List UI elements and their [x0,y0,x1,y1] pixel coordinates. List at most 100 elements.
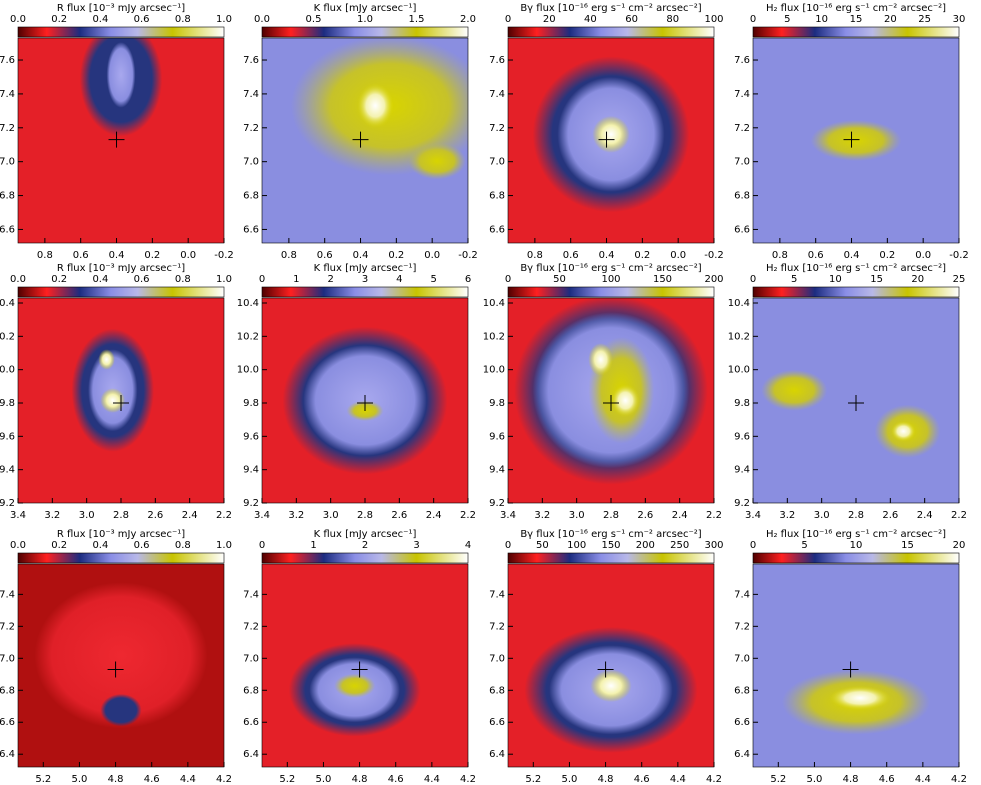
y-tick-label: 7.4 [489,89,505,100]
x-tick-label: 2.6 [147,510,163,521]
colorbar-tick-label: 10 [829,274,842,285]
colorbar-label: R flux [10⁻³ mJy arcsec⁻¹] [57,263,185,274]
y-tick-label: 9.2 [0,498,15,509]
colorbar-tick-label: 80 [666,14,679,25]
y-tick-label: 6.8 [0,685,15,696]
colorbar-tick-label: 0.0 [10,540,26,551]
x-tick-label: 0.4 [844,250,860,261]
y-tick-label: 7.2 [243,123,259,134]
emission-region [334,673,376,698]
y-tick-label: 9.8 [734,398,750,409]
x-tick-label: 4.4 [180,774,196,785]
colorbar [752,286,960,298]
position-marker [108,131,125,148]
y-tick-label: 9.4 [489,465,505,476]
colorbar-tick-label: 3 [362,274,368,285]
colorbar-tick-label: 20 [953,540,966,551]
x-tick-label: 0.8 [527,250,543,261]
colorbar-tick-label: 1 [293,274,299,285]
y-tick-label: 6.6 [734,717,750,728]
colorbar-tick-label: 0.6 [134,274,150,285]
map-frame [507,37,715,244]
x-tick-label: 0.8 [281,250,297,261]
colorbar-tick-label: 15 [870,274,883,285]
emission-region [100,693,142,727]
x-tick-label: 2.8 [357,510,373,521]
y-tick-label: 6.4 [0,749,15,760]
y-tick-label: 7.6 [734,55,750,66]
y-tick-label: 6.8 [489,191,505,202]
x-tick-label: 3.0 [569,510,585,521]
y-tick-label: 10.0 [728,365,750,376]
colorbar-label: R flux [10⁻³ mJy arcsec⁻¹] [57,3,185,14]
x-tick-label: 2.2 [216,510,232,521]
colorbar-tick-label: 25 [953,274,966,285]
y-tick-label: 10.2 [0,331,15,342]
x-tick-label: 3.4 [10,510,26,521]
colorbar-tick-label: 0 [505,540,511,551]
y-tick-label: 7.4 [0,89,15,100]
colorbar-tick-label: 0 [750,540,756,551]
emission-region [611,384,640,417]
colorbar-tick-label: 0.4 [92,540,108,551]
x-tick-label: -0.2 [214,250,234,261]
y-tick-label: 9.6 [489,431,505,442]
x-tick-label: 3.2 [534,510,550,521]
colorbar-label: H₂ flux [10⁻¹⁶ erg s⁻¹ cm⁻² arcsec⁻²] [766,529,946,540]
y-tick-label: 10.4 [728,298,750,309]
colorbar-label: Bγ flux [10⁻¹⁶ erg s⁻¹ cm⁻² arcsec⁻²] [520,3,701,14]
colorbar-tick-label: 100 [567,540,586,551]
x-tick-label: -0.2 [949,250,969,261]
map-frame [261,37,469,244]
x-tick-label: 5.2 [770,774,786,785]
map-image [262,564,468,767]
x-tick-label: 4.6 [388,774,404,785]
colorbar-tick-label: 0.0 [254,14,270,25]
x-tick-label: 3.2 [288,510,304,521]
y-tick-label: 6.6 [243,717,259,728]
map-frame [17,37,225,244]
x-tick-label: 4.2 [951,774,967,785]
colorbar-tick-label: 50 [553,274,566,285]
y-tick-label: 6.8 [489,685,505,696]
emission-region [761,369,828,411]
x-tick-label: 2.2 [706,510,722,521]
colorbar [752,552,960,564]
flux-map [753,38,959,243]
y-tick-label: 6.6 [489,224,505,235]
emission-region [891,421,916,442]
x-tick-label: 5.0 [561,774,577,785]
y-tick-label: 7.2 [734,621,750,632]
x-tick-label: 4.8 [352,774,368,785]
position-marker [357,395,373,411]
y-tick-label: 7.4 [243,589,259,600]
x-tick-label: 4.8 [108,774,124,785]
emission-region [810,120,902,161]
y-tick-label: 7.0 [734,157,750,168]
x-tick-label: 5.0 [315,774,331,785]
position-marker [603,395,619,411]
y-tick-label: 10.0 [483,365,505,376]
colorbar-label: K flux [mJy arcsec⁻¹] [314,263,417,274]
colorbar-label: Bγ flux [10⁻¹⁶ erg s⁻¹ cm⁻² arcsec⁻²] [520,529,701,540]
colorbar-label: H₂ flux [10⁻¹⁶ erg s⁻¹ cm⁻² arcsec⁻²] [766,263,946,274]
colorbar-tick-label: 0.8 [175,274,191,285]
y-tick-label: 6.6 [489,717,505,728]
map-image [753,564,959,767]
x-tick-label: 5.2 [35,774,51,785]
x-tick-label: 0.2 [144,250,160,261]
colorbar [507,286,715,298]
colorbar-tick-label: 6 [465,274,471,285]
y-tick-label: 10.2 [237,331,259,342]
y-tick-label: 6.8 [734,685,750,696]
y-tick-label: 7.0 [489,157,505,168]
colorbar-tick-label: 5 [791,274,797,285]
colorbar-tick-label: 150 [601,540,620,551]
colorbar-label: K flux [mJy arcsec⁻¹] [314,529,417,540]
x-tick-label: 4.6 [634,774,650,785]
y-tick-label: 7.4 [734,589,750,600]
x-tick-label: 3.2 [779,510,795,521]
colorbar-tick-label: 2 [362,540,368,551]
x-tick-label: 3.4 [745,510,761,521]
x-tick-label: 0.4 [109,250,125,261]
